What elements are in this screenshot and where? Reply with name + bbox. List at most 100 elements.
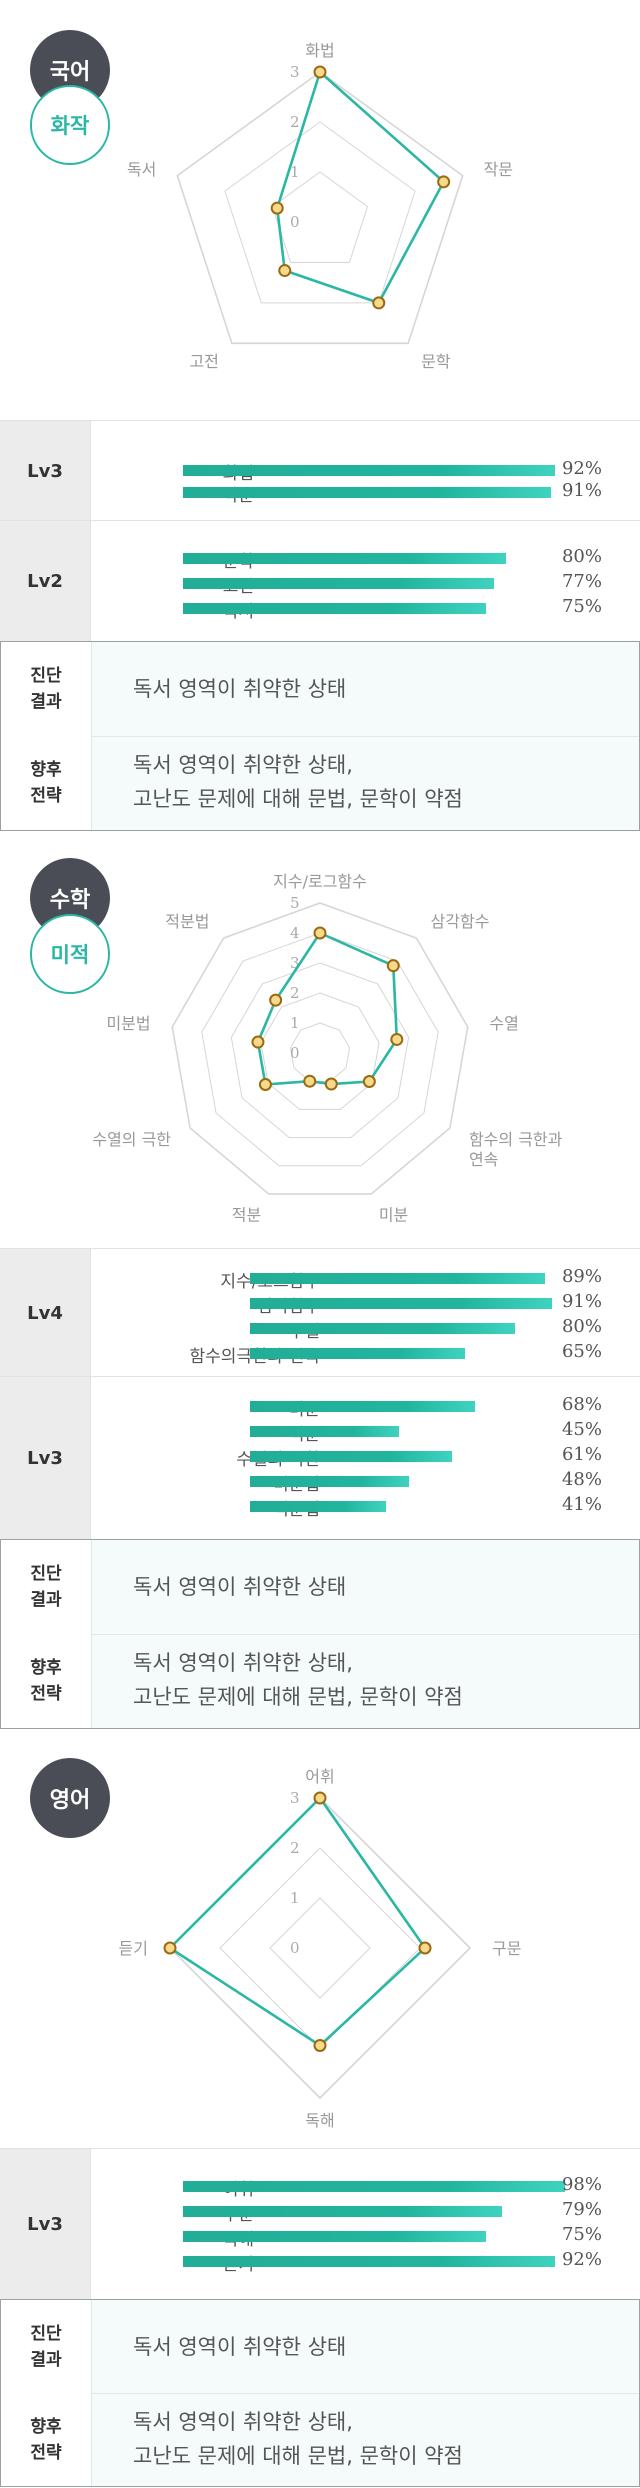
level-label: Lv4	[0, 1249, 91, 1377]
level-label: Lv2	[0, 521, 91, 641]
score-percent: 65%	[561, 1341, 602, 1362]
radar-data-point	[418, 1941, 432, 1955]
diagnosis-row: 진단 결과 독서 영역이 취약한 상태	[1, 2300, 639, 2393]
radar-axis-label: 듣기	[119, 1939, 148, 1958]
radar-axis-label: 수열의 극한	[92, 1130, 171, 1149]
radar-axis-label: 화법	[305, 41, 334, 60]
radar-series-line	[256, 931, 399, 1086]
radar-data-point	[313, 65, 327, 79]
level-label: Lv3	[0, 1377, 91, 1539]
score-percent: 48%	[561, 1469, 602, 1490]
radar-axis-label: 함수의 극한과 연속	[469, 1130, 563, 1169]
score-bar-row: 어휘98%	[90, 2173, 640, 2200]
score-bar	[183, 2231, 486, 2242]
radar-data-point	[163, 1941, 177, 1955]
radar-tick-label: 1	[290, 163, 300, 181]
score-bar-row: 삼각함수91%	[90, 1290, 640, 1317]
radar-data-point	[270, 201, 284, 215]
score-bar-row: 듣기92%	[90, 2248, 640, 2275]
score-percent: 92%	[561, 2249, 602, 2270]
score-bar-row: 문학80%	[90, 545, 640, 572]
score-percent: 77%	[561, 571, 602, 592]
radar-data-point	[313, 2039, 327, 2052]
radar-axis-label: 적분법	[165, 912, 209, 931]
radar-data-point	[269, 993, 283, 1007]
radar-data-point	[313, 1791, 327, 1805]
radar-tick-label: 1	[290, 1014, 300, 1032]
score-percent: 80%	[561, 546, 602, 567]
score-bar	[183, 2256, 555, 2267]
score-percent: 41%	[561, 1494, 602, 1515]
score-bar-row: 화법92%	[90, 457, 640, 484]
radar-grid-ring	[176, 71, 464, 345]
radar-axis-label: 문학	[421, 352, 451, 371]
score-bar-row: 미분법48%	[90, 1468, 640, 1495]
radar-data-point	[313, 926, 327, 940]
level-row: Lv3 화법92%작문91%	[0, 420, 640, 521]
score-bar-row: 적분법41%	[90, 1493, 640, 1520]
strategy-heading: 향후 전략	[1, 736, 92, 830]
diagnosis-text: 독서 영역이 취약한 상태	[133, 1575, 347, 1599]
score-bar-row: 함수의극한과 연속65%	[90, 1340, 640, 1367]
score-bar	[250, 1451, 452, 1462]
radar-series-line	[275, 69, 446, 305]
score-bar	[183, 2206, 502, 2217]
radar-grid-ring	[219, 1847, 421, 2049]
score-bar	[250, 1273, 545, 1284]
radar-data-point	[303, 1074, 317, 1088]
score-bar-row: 수열80%	[90, 1315, 640, 1342]
diagnosis-text: 독서 영역이 취약한 상태	[133, 2335, 347, 2359]
score-bar-row: 적분45%	[90, 1418, 640, 1445]
radar-data-point	[258, 1078, 272, 1091]
level-label: Lv3	[0, 421, 91, 521]
radar-tick-label: 0	[290, 1044, 300, 1062]
elective-badge: 미적	[30, 914, 110, 994]
radar-grid-ring	[289, 1022, 351, 1082]
radar-axis-label: 구문	[492, 1939, 521, 1958]
score-bar-row: 작문91%	[90, 479, 640, 506]
radar-data-point	[362, 1075, 376, 1088]
strategy-heading: 향후 전략	[1, 2393, 92, 2486]
radar-grid-ring	[269, 1897, 371, 1999]
radar-axis-label: 미분법	[106, 1014, 150, 1033]
radar-axis-label: 미분	[379, 1206, 408, 1225]
radar-tick-label: 2	[290, 113, 300, 131]
radar-data-point	[278, 264, 292, 278]
score-percent: 61%	[561, 1444, 602, 1465]
radar-grid-ring	[271, 171, 369, 263]
radar-axis-label: 삼각함수	[431, 912, 490, 931]
radar-grid-ring	[171, 902, 469, 1195]
strategy-row: 향후 전략 독서 영역이 취약한 상태, 고난도 문제에 대해 문법, 문학이 약…	[1, 736, 639, 830]
radar-data-point	[324, 1077, 338, 1091]
radar-axis-label: 지수/로그함수	[273, 872, 367, 891]
score-bar	[250, 1476, 409, 1487]
radar-series-line	[167, 1795, 427, 2048]
score-bar-row: 고전77%	[90, 570, 640, 597]
strategy-heading: 향후 전략	[1, 1634, 92, 1728]
diagnosis-row: 진단 결과 독서 영역이 취약한 상태	[1, 1540, 639, 1634]
radar-axis-label: 적분	[232, 1206, 261, 1225]
radar-axis-label: 독서	[127, 160, 156, 179]
score-bar-row: 미분68%	[90, 1393, 640, 1420]
level-label: Lv3	[0, 2149, 91, 2299]
strategy-text: 독서 영역이 취약한 상태, 고난도 문제에 대해 문법, 문학이 약점	[133, 753, 463, 811]
score-percent: 80%	[561, 1316, 602, 1337]
score-bar	[183, 553, 506, 564]
score-percent: 89%	[561, 1266, 602, 1287]
score-bar	[250, 1426, 399, 1437]
score-bar	[183, 2181, 565, 2192]
score-bar-row: 수열의 극한61%	[90, 1443, 640, 1470]
score-bar	[250, 1298, 552, 1309]
strategy-row: 향후 전략 독서 영역이 취약한 상태, 고난도 문제에 대해 문법, 문학이 약…	[1, 1634, 639, 1728]
radar-data-point	[251, 1035, 265, 1049]
diagnosis-heading: 진단 결과	[1, 2300, 92, 2393]
strategy-text: 독서 영역이 취약한 상태, 고난도 문제에 대해 문법, 문학이 약점	[133, 1651, 463, 1709]
radar-data-point	[386, 959, 400, 973]
radar-tick-label: 0	[290, 1939, 300, 1957]
radar-tick-label: 3	[290, 954, 300, 972]
score-bar	[183, 603, 486, 614]
diagnosis-heading: 진단 결과	[1, 642, 92, 736]
